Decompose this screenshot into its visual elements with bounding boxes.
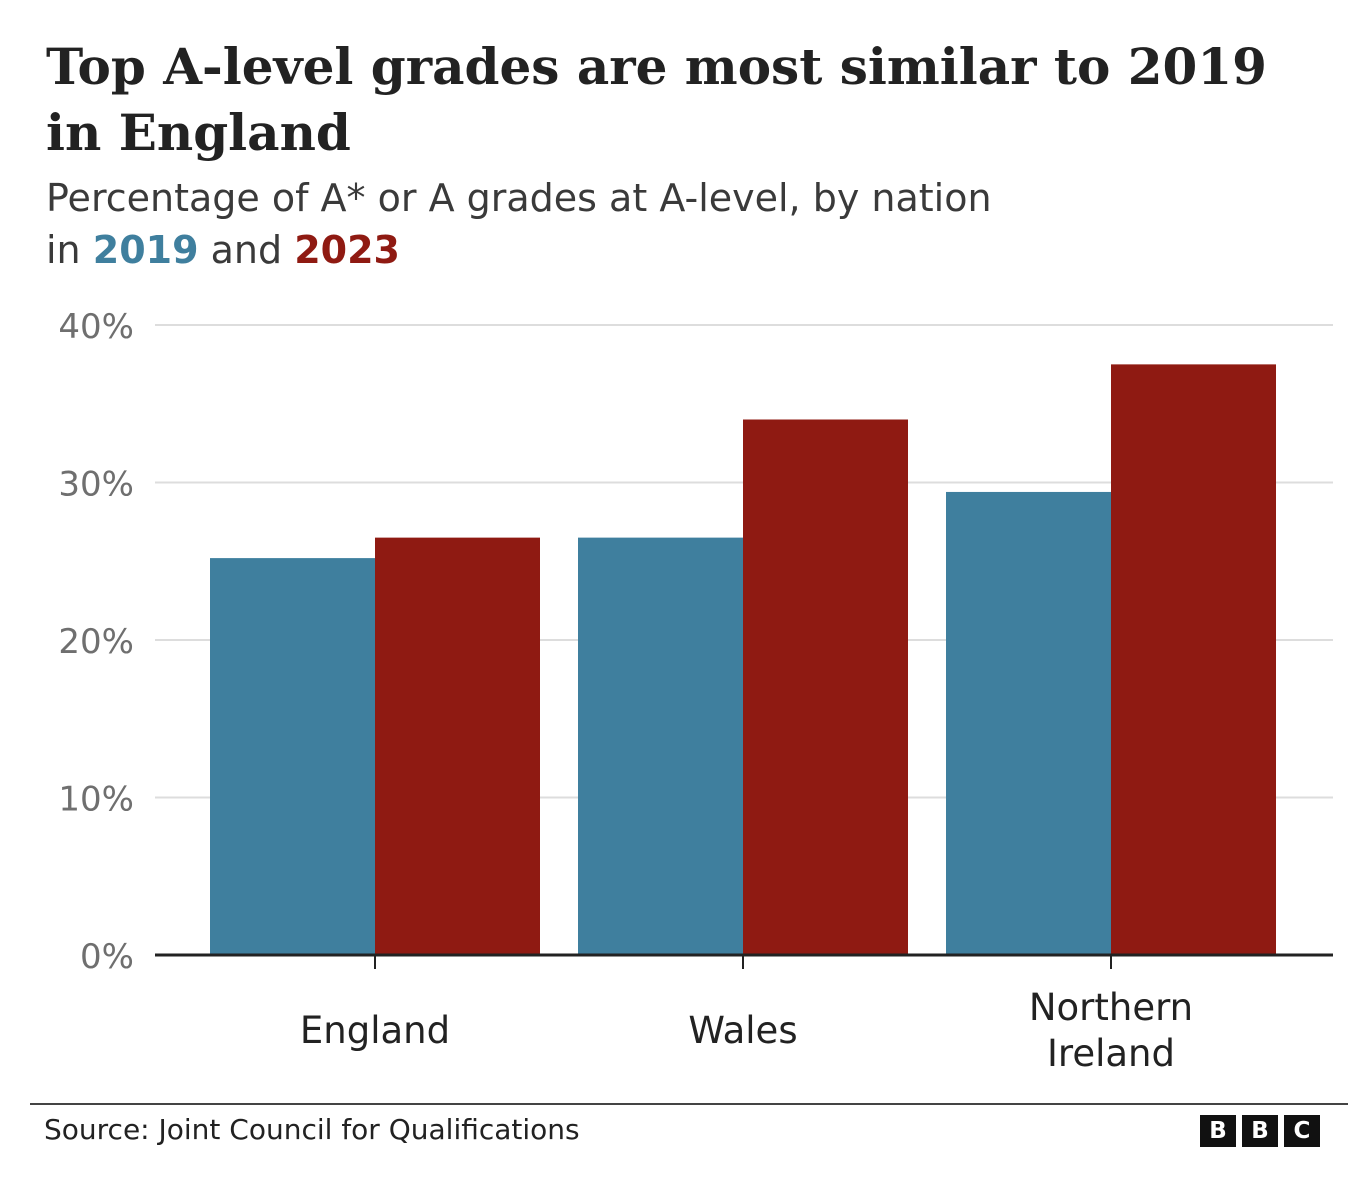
bar-2019-northern-ireland: [946, 491, 1111, 955]
source-note: Source: Joint Council for Qualifications: [44, 1113, 580, 1146]
bar-2023-england: [375, 537, 540, 955]
bar-2023-northern-ireland: [1111, 364, 1276, 955]
legend-2019: 2019: [92, 228, 199, 272]
chart-title: Top A-level grades are most similar to 2…: [46, 37, 1267, 162]
y-tick-label: 30%: [58, 465, 134, 505]
bbc-logo-letter: B: [1242, 1115, 1278, 1147]
x-tick-label: England: [300, 1009, 450, 1052]
chart-subtitle: Percentage of A* or A grades at A-level,…: [46, 172, 1326, 276]
x-tick-label: Wales: [688, 1009, 797, 1052]
y-tick-label: 20%: [58, 622, 134, 662]
bar-2019-wales: [578, 537, 743, 955]
bar-2023-wales: [743, 419, 908, 955]
x-tick-label-line: Wales: [688, 1009, 797, 1052]
footer-divider: [30, 1103, 1348, 1105]
x-tick-label: Northern Ireland: [1029, 986, 1193, 1075]
bbc-logo: B B C: [1200, 1115, 1320, 1147]
x-tick-label-line: Northern: [1029, 986, 1193, 1029]
subtitle-text: Percentage of A* or A grades at A-level,…: [46, 176, 992, 220]
y-tick-label: 40%: [58, 307, 134, 347]
subtitle-in: in: [46, 228, 81, 272]
legend-2023: 2023: [294, 228, 400, 272]
y-tick-label: 0%: [80, 937, 134, 977]
bbc-logo-letter: B: [1200, 1115, 1236, 1147]
bar-chart: 0% 10% 20% 30% 40% England Wales Northern Irelan…: [58, 307, 1333, 1075]
x-tick-label-line: England: [300, 1009, 450, 1052]
bbc-logo-letter: C: [1284, 1115, 1320, 1147]
y-tick-label: 10%: [58, 780, 134, 820]
x-tick-label-line: Ireland: [1047, 1032, 1175, 1075]
bar-2019-england: [210, 558, 375, 955]
subtitle-and: and: [210, 228, 283, 272]
